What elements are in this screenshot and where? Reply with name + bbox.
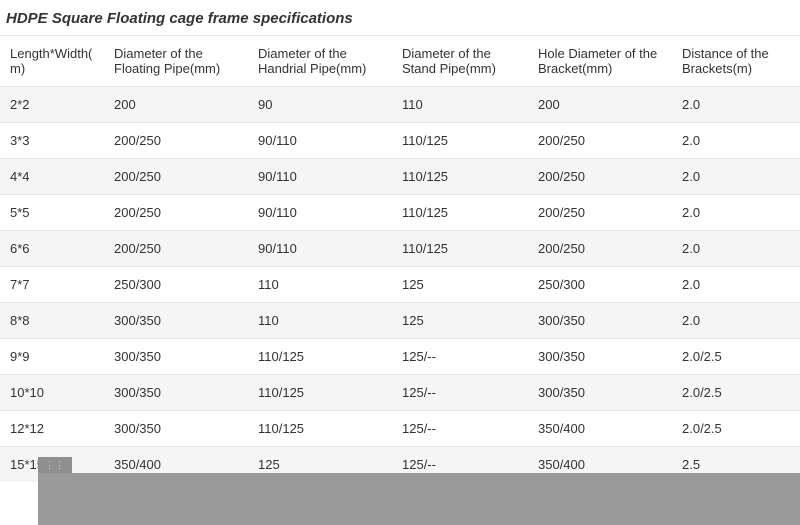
- table-cell: 300/350: [104, 303, 248, 339]
- table-cell: 90/110: [248, 159, 392, 195]
- table-cell: 2.0: [672, 87, 800, 123]
- table-cell: 2.0/2.5: [672, 339, 800, 375]
- table-cell: 6*6: [0, 231, 104, 267]
- table-cell: 2.0/2.5: [672, 411, 800, 447]
- table-cell: 2.0/2.5: [672, 375, 800, 411]
- table-cell: 7*7: [0, 267, 104, 303]
- table-cell: 110/125: [392, 195, 528, 231]
- table-cell: 125/--: [392, 375, 528, 411]
- table-row: 7*7250/300110125250/3002.0: [0, 267, 800, 303]
- table-cell: 2.0: [672, 159, 800, 195]
- table-cell: 200/250: [528, 195, 672, 231]
- table-cell: 2.0: [672, 195, 800, 231]
- table-cell: 200/250: [104, 231, 248, 267]
- table-cell: 300/350: [528, 303, 672, 339]
- table-cell: 350/400: [528, 411, 672, 447]
- table-cell: 2.0: [672, 123, 800, 159]
- col-header: Distance of the Brackets(m): [672, 36, 800, 87]
- page-title: HDPE Square Floating cage frame specific…: [0, 0, 800, 35]
- table-cell: 200/250: [104, 159, 248, 195]
- table-row: 8*8300/350110125300/3502.0: [0, 303, 800, 339]
- table-cell: 200: [528, 87, 672, 123]
- table-cell: 90/110: [248, 231, 392, 267]
- table-cell: 200: [104, 87, 248, 123]
- table-cell: 200/250: [104, 195, 248, 231]
- table-cell: 110: [248, 267, 392, 303]
- table-cell: 250/300: [528, 267, 672, 303]
- table-row: 12*12300/350110/125125/--350/4002.0/2.5: [0, 411, 800, 447]
- table-cell: 200/250: [528, 159, 672, 195]
- table-cell: 90/110: [248, 195, 392, 231]
- table-cell: 5*5: [0, 195, 104, 231]
- table-cell: 90/110: [248, 123, 392, 159]
- table-cell: 300/350: [528, 375, 672, 411]
- table-cell: 300/350: [104, 411, 248, 447]
- table-cell: 110/125: [248, 375, 392, 411]
- col-header: Hole Diameter of the Bracket(mm): [528, 36, 672, 87]
- table-cell: 2.0: [672, 303, 800, 339]
- table-row: 4*4200/25090/110110/125200/2502.0: [0, 159, 800, 195]
- table-cell: 125: [392, 303, 528, 339]
- table-row: 6*6200/25090/110110/125200/2502.0: [0, 231, 800, 267]
- spec-table: Length*Width(m) Diameter of the Floating…: [0, 35, 800, 482]
- table-cell: 125/--: [392, 339, 528, 375]
- table-row: 10*10300/350110/125125/--300/3502.0/2.5: [0, 375, 800, 411]
- table-row: 2*2200901102002.0: [0, 87, 800, 123]
- table-cell: 12*12: [0, 411, 104, 447]
- table-cell: 9*9: [0, 339, 104, 375]
- table-cell: 8*8: [0, 303, 104, 339]
- table-cell: 200/250: [104, 123, 248, 159]
- table-row: 5*5200/25090/110110/125200/2502.0: [0, 195, 800, 231]
- table-cell: 300/350: [528, 339, 672, 375]
- table-cell: 110: [248, 303, 392, 339]
- col-header: Diameter of the Stand Pipe(mm): [392, 36, 528, 87]
- table-cell: 250/300: [104, 267, 248, 303]
- resize-handle-icon: ⋮⋮: [38, 457, 72, 473]
- table-cell: 2*2: [0, 87, 104, 123]
- table-cell: 110: [392, 87, 528, 123]
- table-cell: 125/--: [392, 411, 528, 447]
- table-header-row: Length*Width(m) Diameter of the Floating…: [0, 36, 800, 87]
- table-cell: 110/125: [248, 411, 392, 447]
- table-cell: 110/125: [248, 339, 392, 375]
- table-cell: 90: [248, 87, 392, 123]
- table-cell: 2.0: [672, 231, 800, 267]
- table-cell: 110/125: [392, 123, 528, 159]
- table-row: 3*3200/25090/110110/125200/2502.0: [0, 123, 800, 159]
- table-cell: 2.0: [672, 267, 800, 303]
- table-cell: 110/125: [392, 231, 528, 267]
- bottom-overlay-bar: [38, 473, 800, 525]
- table-cell: 110/125: [392, 159, 528, 195]
- table-cell: 3*3: [0, 123, 104, 159]
- table-row: 9*9300/350110/125125/--300/3502.0/2.5: [0, 339, 800, 375]
- col-header: Diameter of the Handrial Pipe(mm): [248, 36, 392, 87]
- table-cell: 200/250: [528, 231, 672, 267]
- table-cell: 300/350: [104, 339, 248, 375]
- table-cell: 200/250: [528, 123, 672, 159]
- table-cell: 125: [392, 267, 528, 303]
- col-header: Length*Width(m): [0, 36, 104, 87]
- table-cell: 4*4: [0, 159, 104, 195]
- col-header: Diameter of the Floating Pipe(mm): [104, 36, 248, 87]
- table-cell: 10*10: [0, 375, 104, 411]
- table-cell: 300/350: [104, 375, 248, 411]
